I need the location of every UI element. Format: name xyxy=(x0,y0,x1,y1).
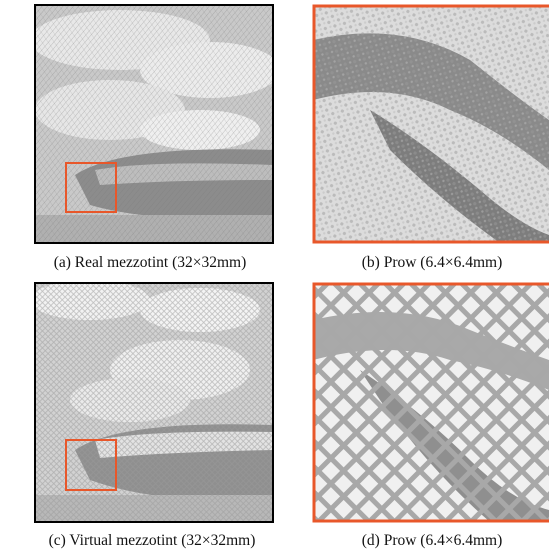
panel-a-image xyxy=(30,5,280,245)
caption: (d) Prow (6.4×6.4mm) xyxy=(362,532,502,549)
panel-d-image xyxy=(313,283,549,522)
caption: (c) Virtual mezzotint (32×32mm) xyxy=(49,532,256,549)
panel-b-image xyxy=(313,5,549,243)
page: Mezzotint figure html, body { margin: 0;… xyxy=(0,0,549,554)
caption: (b) Prow (6.4×6.4mm) xyxy=(362,254,502,271)
caption: (a) Real mezzotint (32×32mm) xyxy=(54,254,247,271)
figure: (a) Real mezzotint (32×32mm) (b) Prow (6… xyxy=(0,0,549,554)
page-body: {"figure": {"panels": [ {"caption": "(a)… xyxy=(0,0,549,554)
